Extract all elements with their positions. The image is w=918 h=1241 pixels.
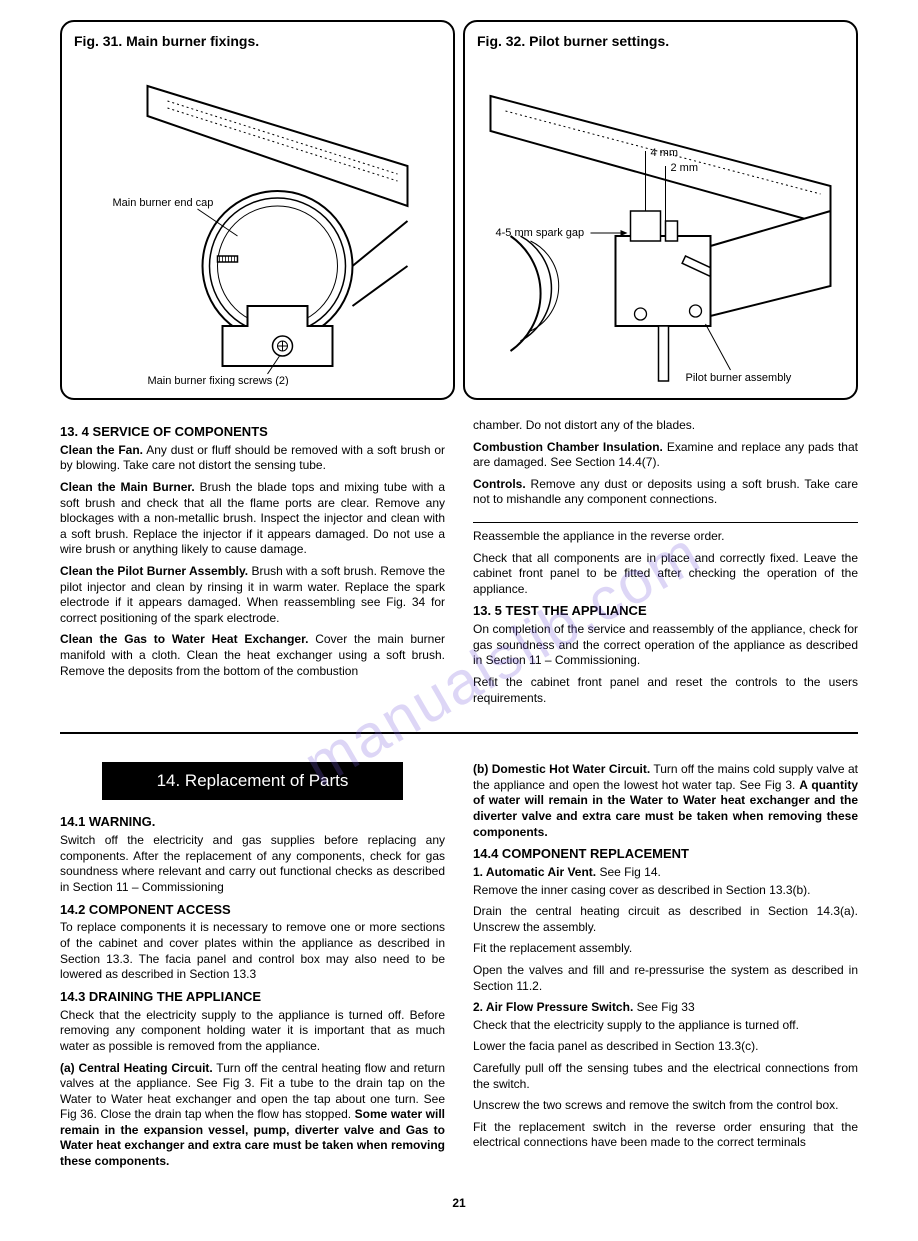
page-number: 21: [60, 1196, 858, 1212]
para: (b) Domestic Hot Water Circuit. Turn off…: [473, 762, 858, 840]
section-14-banner: 14. Replacement of Parts: [102, 762, 402, 800]
col-right-bottom: (b) Domestic Hot Water Circuit. Turn off…: [473, 762, 858, 1175]
para: 2. Air Flow Pressure Switch. See Fig 33: [473, 1000, 858, 1016]
section-divider: [60, 732, 858, 734]
para: Reassemble the appliance in the reverse …: [473, 529, 858, 545]
figure-32-box: Fig. 32. Pilot burner settings.: [463, 20, 858, 400]
figure-31-title: Fig. 31. Main burner fixings.: [74, 32, 441, 50]
para: Combustion Chamber Insulation. Examine a…: [473, 440, 858, 471]
heading-14-1: 14.1 WARNING.: [60, 814, 445, 831]
col-right-top: chamber. Do not distort any of the blade…: [473, 418, 858, 712]
para: To replace components it is necessary to…: [60, 920, 445, 982]
para: Controls. Remove any dust or deposits us…: [473, 477, 858, 508]
para: Clean the Pilot Burner Assembly. Brush w…: [60, 564, 445, 626]
para: 1. Automatic Air Vent. See Fig 14.: [473, 865, 858, 881]
heading-14-2: 14.2 COMPONENT ACCESS: [60, 902, 445, 919]
para: Check that the electricity supply to the…: [60, 1008, 445, 1055]
para: Drain the central heating circuit as des…: [473, 904, 858, 935]
section-13-text: 13. 4 SERVICE OF COMPONENTS Clean the Fa…: [60, 418, 858, 712]
figure-row: Fig. 31. Main burner fixings. Main burne…: [60, 20, 858, 400]
figure-31-diagram: Main burner end cap Main burner fixing s…: [74, 56, 441, 386]
figure-32-diagram: 4 mm 2 mm 4-5 mm spark gap Pilot burner …: [477, 56, 844, 386]
svg-text:Pilot burner assembly: Pilot burner assembly: [686, 372, 792, 384]
svg-text:Main burner fixing screws (2): Main burner fixing screws (2): [148, 375, 289, 386]
para: Clean the Fan. Any dust or fluff should …: [60, 443, 445, 474]
rule: [473, 522, 858, 523]
svg-text:4-5 mm spark gap: 4-5 mm spark gap: [496, 227, 585, 239]
para: Open the valves and fill and re-pressuri…: [473, 963, 858, 994]
heading-13-4: 13. 4 SERVICE OF COMPONENTS: [60, 424, 445, 441]
para: Fit the replacement assembly.: [473, 941, 858, 957]
para: Check that all components are in place a…: [473, 551, 858, 598]
svg-text:Main burner end cap: Main burner end cap: [113, 197, 214, 209]
para: Lower the facia panel as described in Se…: [473, 1039, 858, 1055]
para: Clean the Gas to Water Heat Exchanger. C…: [60, 632, 445, 679]
para: Clean the Main Burner. Brush the blade t…: [60, 480, 445, 558]
para: (a) Central Heating Circuit. Turn off th…: [60, 1061, 445, 1170]
para: Refit the cabinet front panel and reset …: [473, 675, 858, 706]
para: chamber. Do not distort any of the blade…: [473, 418, 858, 434]
para: Switch off the electricity and gas suppl…: [60, 833, 445, 895]
svg-text:2 mm: 2 mm: [671, 162, 699, 174]
para: On completion of the service and reassem…: [473, 622, 858, 669]
col-left-top: 13. 4 SERVICE OF COMPONENTS Clean the Fa…: [60, 418, 445, 712]
para: Carefully pull off the sensing tubes and…: [473, 1061, 858, 1092]
para: Check that the electricity supply to the…: [473, 1018, 858, 1034]
para: Fit the replacement switch in the revers…: [473, 1120, 858, 1151]
heading-14-4: 14.4 COMPONENT REPLACEMENT: [473, 846, 858, 863]
para: Unscrew the two screws and remove the sw…: [473, 1098, 858, 1114]
heading-14-3: 14.3 DRAINING THE APPLIANCE: [60, 989, 445, 1006]
para: Remove the inner casing cover as describ…: [473, 883, 858, 899]
col-left-bottom: 14. Replacement of Parts 14.1 WARNING. S…: [60, 762, 445, 1175]
figure-31-box: Fig. 31. Main burner fixings. Main burne…: [60, 20, 455, 400]
svg-text:4 mm: 4 mm: [651, 147, 679, 159]
section-14-text: 14. Replacement of Parts 14.1 WARNING. S…: [60, 762, 858, 1175]
heading-13-5: 13. 5 TEST THE APPLIANCE: [473, 603, 858, 620]
figure-32-title: Fig. 32. Pilot burner settings.: [477, 32, 844, 50]
